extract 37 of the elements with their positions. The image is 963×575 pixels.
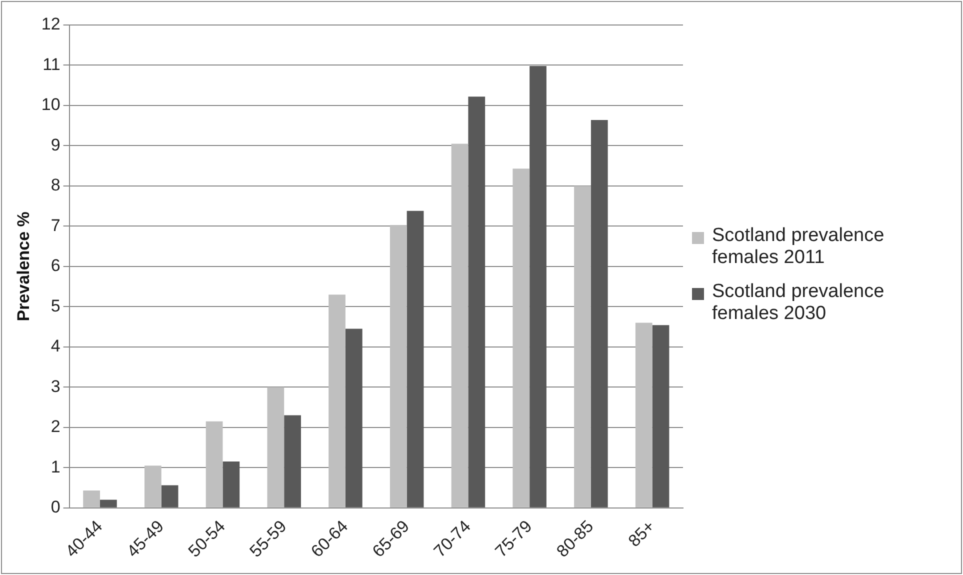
legend-label: Scotland prevalence females 2030 bbox=[712, 281, 886, 325]
bar bbox=[451, 144, 468, 508]
bar bbox=[652, 325, 670, 508]
bar bbox=[574, 186, 591, 508]
bar bbox=[468, 96, 486, 508]
y-tick-label: 3 bbox=[50, 376, 60, 396]
y-tick-label: 9 bbox=[50, 135, 60, 154]
bar bbox=[83, 490, 100, 508]
bar bbox=[406, 210, 424, 508]
legend-label: Scotland prevalence females 2011 bbox=[712, 225, 886, 269]
bar bbox=[222, 462, 240, 508]
bar bbox=[390, 224, 407, 508]
bar bbox=[144, 466, 162, 508]
bar bbox=[100, 500, 117, 508]
bar bbox=[284, 415, 301, 508]
y-tick-label: 2 bbox=[50, 417, 60, 436]
y-tick-label: 7 bbox=[50, 216, 60, 235]
y-tick-label: 0 bbox=[50, 498, 60, 517]
bar bbox=[530, 66, 546, 508]
y-tick-label: 11 bbox=[42, 54, 60, 74]
y-tick-label: 1 bbox=[50, 457, 60, 476]
bar bbox=[345, 328, 362, 508]
bar bbox=[512, 168, 530, 508]
bar bbox=[590, 120, 608, 508]
bar bbox=[161, 485, 178, 508]
y-tick-label: 12 bbox=[41, 14, 60, 34]
bar bbox=[206, 421, 223, 508]
y-tick-label: 6 bbox=[50, 256, 60, 276]
bar bbox=[328, 294, 346, 508]
bar bbox=[635, 322, 652, 508]
y-tick-label: 8 bbox=[50, 176, 60, 195]
y-tick-label: 5 bbox=[50, 296, 60, 316]
y-tick-label: 4 bbox=[50, 336, 60, 356]
x-tick-label: 85+ bbox=[624, 516, 659, 551]
bar bbox=[267, 387, 284, 508]
y-tick-label: 10 bbox=[41, 95, 60, 114]
y-axis-title: Prevalence % bbox=[14, 212, 33, 322]
